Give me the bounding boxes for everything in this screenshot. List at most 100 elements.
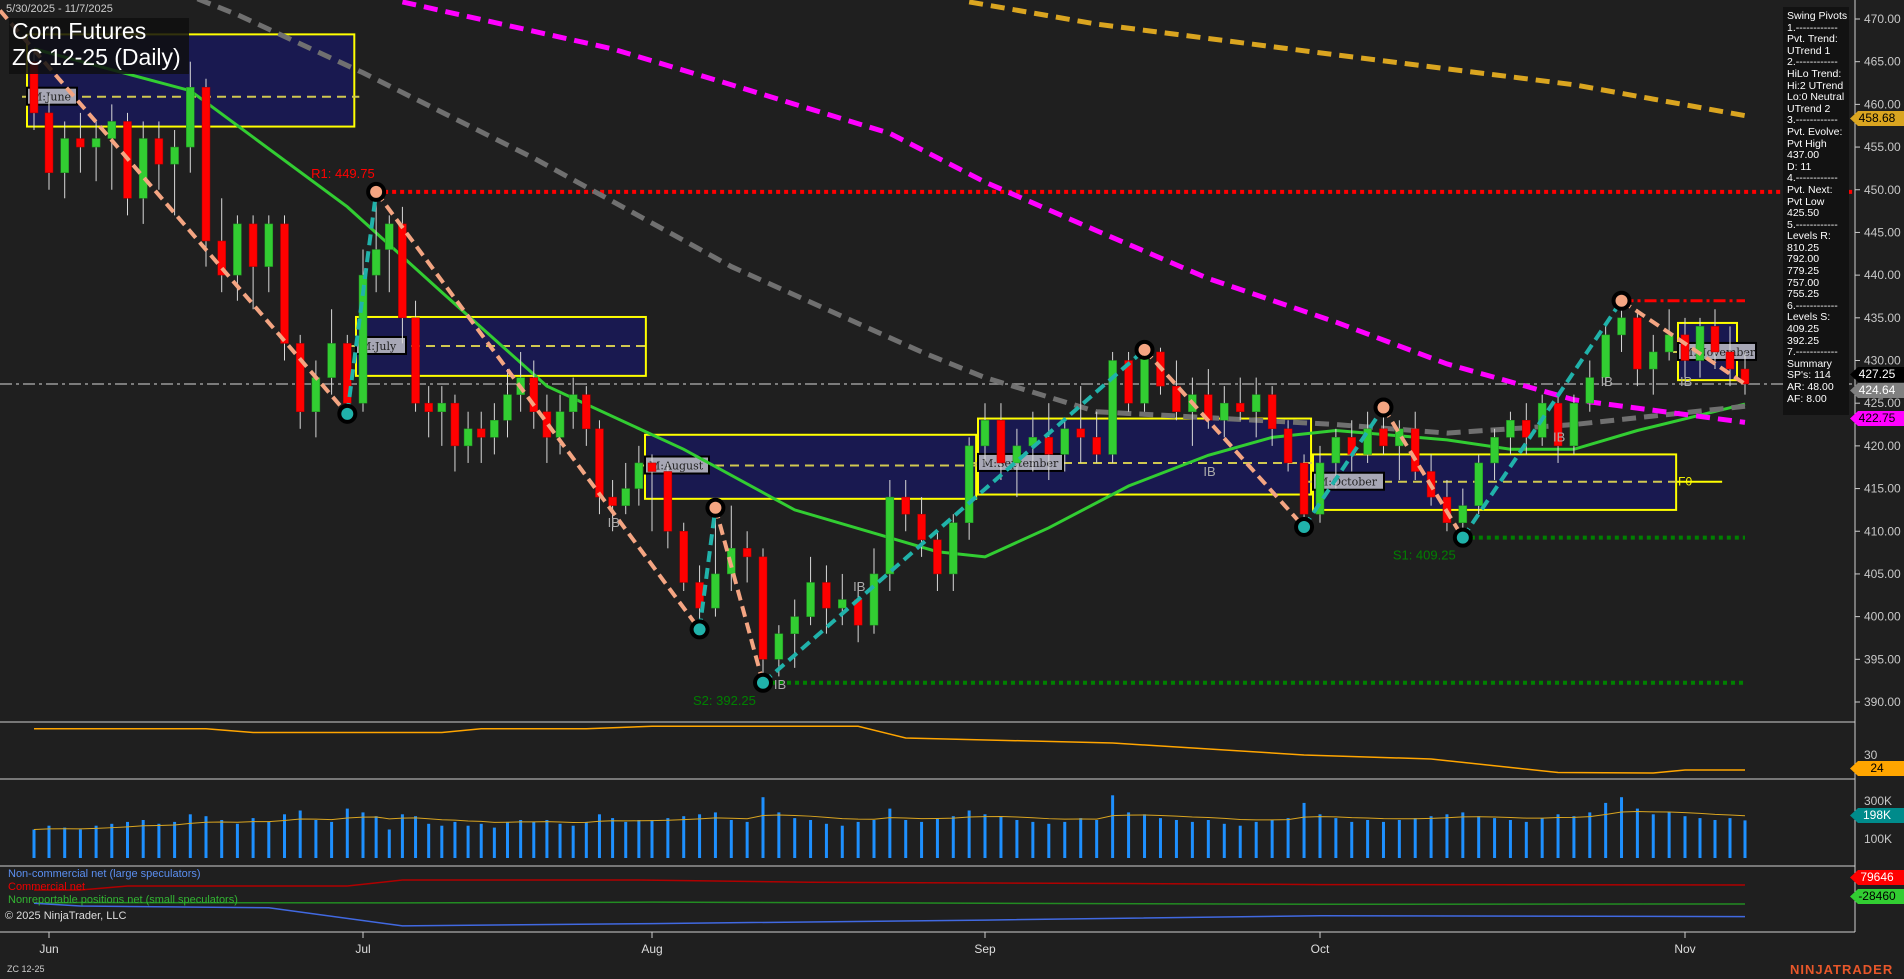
- info-line: Lo:0 Neutral: [1787, 91, 1845, 104]
- swing-high-marker: [1134, 339, 1155, 360]
- candle-body: [595, 428, 604, 498]
- volume-bar: [1063, 821, 1067, 858]
- volume-bar: [1620, 797, 1624, 858]
- candle-body: [1251, 394, 1261, 412]
- monthly-label: M:August: [649, 460, 704, 473]
- candle-body: [1490, 437, 1499, 464]
- volume-bar: [235, 823, 239, 858]
- volume-bar: [904, 820, 908, 858]
- ib-label: IB: [853, 579, 865, 594]
- y-tick-label: 410.00: [1864, 524, 1901, 538]
- volume-bar: [1158, 818, 1162, 858]
- y-tick-label: 400.00: [1864, 610, 1901, 624]
- info-line: 2.------------: [1787, 56, 1838, 69]
- candle-body: [1617, 317, 1626, 336]
- volume-bar: [999, 816, 1003, 858]
- swing-line: [697, 507, 718, 630]
- volume-bar: [427, 823, 431, 858]
- volume-bar: [650, 820, 654, 858]
- candle-body: [107, 121, 117, 139]
- volume-bar: [698, 814, 702, 858]
- candle-body: [1664, 334, 1674, 353]
- info-line: 6.------------: [1787, 299, 1838, 312]
- monthly-label: M:June: [31, 91, 71, 104]
- swing-line: [1381, 406, 1465, 539]
- price-tag: 24: [1850, 761, 1904, 776]
- legend-noncommercial: Non-commercial net (large speculators): [8, 868, 201, 880]
- ninjatrader-logo: NINJATRADER: [1790, 962, 1894, 977]
- volume-bar: [267, 821, 271, 858]
- y-tick-label: 415.00: [1864, 482, 1901, 496]
- candle-body: [1474, 462, 1483, 506]
- swing-high-marker: [705, 497, 726, 518]
- candle-body: [1633, 317, 1642, 370]
- candle-body: [1044, 437, 1054, 455]
- volume-bar: [1143, 814, 1147, 858]
- candle-body: [476, 428, 486, 438]
- moving-average-line: [193, 0, 1746, 436]
- volume-bar: [611, 818, 615, 858]
- y-tick-label: 430.00: [1864, 354, 1901, 368]
- volume-bar: [1047, 823, 1051, 858]
- legend-nonreportable: Nonreportable positions net (small specu…: [8, 894, 238, 906]
- volume-bar: [141, 820, 145, 858]
- volume-bar: [1413, 818, 1417, 858]
- volume-bar: [637, 820, 641, 858]
- volume-bar: [361, 812, 365, 858]
- candle-body: [1379, 428, 1388, 447]
- volume-bar: [1302, 802, 1306, 858]
- volume-bar: [1698, 818, 1702, 858]
- candle-body: [758, 556, 768, 660]
- volume-bar: [519, 820, 523, 858]
- candle-body: [503, 394, 512, 421]
- ib-label: IB: [608, 515, 620, 530]
- volume-bar: [1540, 818, 1544, 858]
- candle-body: [201, 87, 211, 242]
- monthly-label: M:October: [1317, 476, 1378, 489]
- volume-bar: [387, 829, 391, 858]
- level-label: R1: 449.75: [311, 166, 375, 181]
- candle-body: [1235, 402, 1245, 412]
- volume-bar: [47, 825, 51, 858]
- volume-bar: [94, 825, 98, 858]
- volume-bar: [1477, 816, 1481, 858]
- candle-body: [44, 112, 54, 173]
- volume-bar: [1079, 818, 1083, 858]
- candle-body: [1649, 351, 1658, 370]
- volume-bar: [532, 821, 536, 858]
- swing-low-marker: [753, 672, 773, 693]
- price-tag: 458.68: [1850, 111, 1904, 126]
- volume-bar: [983, 814, 987, 858]
- info-line: 7.------------: [1787, 346, 1838, 359]
- volume-bar: [220, 820, 224, 858]
- swing-line: [713, 507, 765, 684]
- monthly-label: M:July: [360, 340, 397, 353]
- info-line: Summary: [1787, 357, 1832, 370]
- copyright: © 2025 NinjaTrader, LLC: [5, 910, 127, 922]
- candle-body: [949, 522, 958, 575]
- price-tag: 427.25: [1850, 367, 1904, 382]
- volume-bar: [1604, 802, 1608, 858]
- y-tick-label: 405.00: [1864, 567, 1901, 581]
- candle-body: [608, 496, 617, 506]
- volume-bar: [793, 818, 797, 858]
- swing-low-marker: [337, 403, 358, 424]
- volume-bar: [1031, 821, 1035, 858]
- level-label: S2: 392.25: [693, 693, 756, 708]
- info-line: Pvt. Next:: [1787, 183, 1833, 196]
- info-line: 779.25: [1787, 265, 1820, 278]
- y-tick-label: 435.00: [1864, 311, 1901, 325]
- swing-line: [1143, 348, 1306, 529]
- osc-tick-label: 30: [1864, 748, 1878, 762]
- swing-line: [345, 191, 379, 415]
- info-line: 392.25: [1787, 334, 1820, 347]
- volume-bar: [1111, 795, 1115, 858]
- volume-bar: [584, 821, 588, 858]
- swing-high-marker: [1611, 290, 1632, 311]
- candle-body: [1076, 428, 1085, 438]
- info-line: Swing Pivots: [1787, 10, 1848, 22]
- candle-body: [1569, 402, 1579, 447]
- candle-body: [398, 223, 407, 319]
- volume-bar: [1445, 814, 1449, 858]
